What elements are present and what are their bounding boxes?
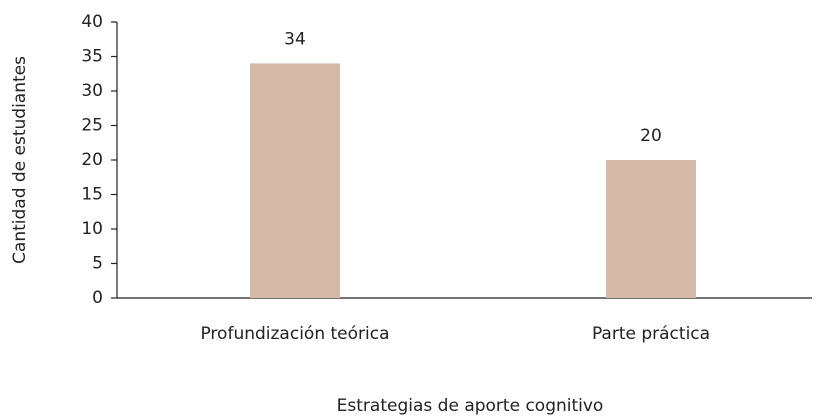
x-axis-label: Estrategias de aporte cognitivo (337, 396, 604, 416)
data-label: 20 (640, 126, 662, 146)
y-tick-label: 30 (81, 81, 103, 101)
y-tick-label: 35 (81, 47, 103, 67)
x-tick-label: Profundización teórica (200, 324, 389, 344)
y-tick-label: 10 (81, 219, 103, 239)
y-tick-label: 40 (81, 12, 103, 32)
bar (250, 63, 340, 299)
y-tick-label: 0 (92, 288, 103, 308)
y-tick-label: 20 (81, 150, 103, 170)
y-tick-label: 15 (81, 185, 103, 205)
y-axis-label: Cantidad de estudiantes (10, 56, 30, 264)
y-tick-label: 5 (92, 254, 103, 274)
data-label: 34 (284, 29, 306, 49)
x-tick-label: Parte práctica (592, 324, 710, 344)
y-tick-label: 25 (81, 116, 103, 136)
bar (606, 160, 696, 298)
